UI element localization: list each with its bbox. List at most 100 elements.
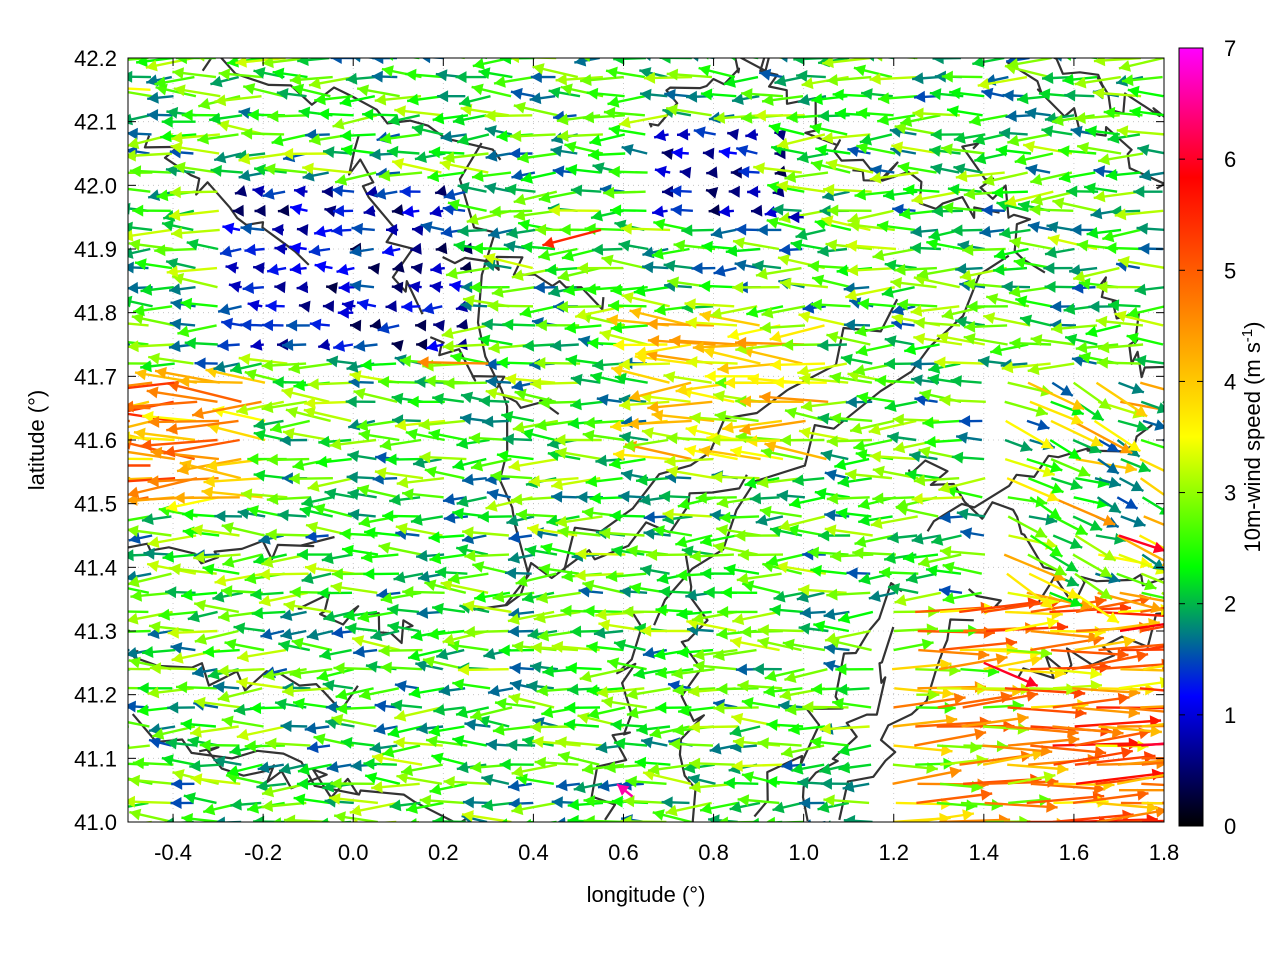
wind-arrow [104,795,129,807]
wind-arrow [1005,440,1032,452]
wind-arrow-head [736,664,747,676]
wind-arrow [766,776,802,788]
wind-arrow-head [893,414,904,426]
wind-arrow-head [1128,440,1141,451]
wind-arrow-head [952,452,963,464]
wind-arrow-head [518,219,530,231]
wind-arrow-head [273,376,284,388]
wind-arrow-head [765,670,777,682]
wind-arrow-head [781,760,792,772]
wind-arrow-head [364,205,376,217]
wind-arrow [757,224,782,236]
wind-arrow [251,339,264,351]
wind-arrow-head [487,489,499,501]
wind-arrow [1045,281,1076,293]
wind-arrow-head [799,311,811,323]
wind-arrow-head [1086,326,1098,338]
wind-arrow-head [240,319,251,331]
wind-arrow-head [158,609,170,621]
wind-arrow-head [181,298,193,310]
wind-arrow-head [728,329,740,341]
wind-arrow [817,339,847,351]
wind-arrow-head [1210,633,1222,645]
wind-arrow-head [508,780,520,792]
wind-arrow-head [713,390,725,402]
wind-arrow-head [433,320,445,332]
wind-arrow-head [358,611,370,623]
wind-arrow-head [125,701,136,713]
wind-arrow-head [1204,528,1217,539]
wind-arrow [218,665,265,677]
wind-arrow-head [910,242,921,254]
wind-arrow [243,282,264,294]
wind-arrow-head [230,799,241,811]
wind-arrow [456,338,468,350]
wind-arrow-head [374,723,386,735]
wind-arrow-head [290,204,302,216]
wind-arrow [416,339,427,351]
wind-arrow-head [315,261,327,273]
wind-arrow-head [509,460,521,472]
wind-arrow [237,727,286,741]
wind-arrow-head [566,662,577,674]
wind-arrow [105,337,131,349]
wind-arrow-head [811,683,822,695]
wind-arrow [430,263,445,275]
wind-arrow [378,322,400,334]
wind-arrow-head [1096,316,1108,328]
wind-arrow [350,245,374,257]
wind-arrow-head [590,492,601,504]
wind-arrow-head [1066,185,1077,197]
wind-arrow [780,434,825,446]
wind-arrow-head [780,434,791,446]
wind-arrow-shaft [88,727,129,730]
wind-arrow-head [503,433,514,445]
wind-arrow-head [347,819,358,831]
wind-arrow [167,702,195,714]
wind-arrow [263,188,285,200]
wind-arrow [729,186,740,198]
wind-arrow [171,778,194,790]
wind-arrow-head [1133,186,1144,198]
wind-arrow-head [222,716,234,728]
wind-arrow-head [757,224,768,236]
wind-arrow [925,436,962,448]
wind-arrow [331,582,378,594]
wind-arrow-head [61,388,73,400]
wind-arrow-head [701,241,713,253]
wind-arrow-head [641,737,653,749]
wind-arrow-head [1045,281,1056,293]
wind-arrow-head [218,610,230,622]
wind-arrow [308,378,355,390]
wind-arrow [378,376,419,388]
wind-arrow-head [350,805,362,817]
wind-arrow [586,475,623,487]
wind-arrow-head [677,646,689,658]
wind-arrow-head [779,244,790,256]
wind-arrow-head [497,357,508,369]
wind-arrow-head [552,796,563,808]
wind-arrow-head [557,526,569,538]
wind-arrow [386,300,397,312]
wind-arrow [65,470,130,482]
wind-arrow [602,255,646,269]
wind-arrow [225,639,265,651]
wind-arrow-head [724,777,735,789]
wind-arrow [341,737,375,749]
wind-arrow-head [598,780,610,792]
wind-arrow-head [609,166,620,178]
wind-arrow-head [818,530,829,542]
wind-arrow-head [237,729,249,741]
wind-arrow-head [1226,646,1237,658]
wind-arrow-head [643,647,655,659]
wind-arrow-head [558,751,570,763]
wind-arrow-head [470,761,481,773]
wind-arrow [215,574,265,587]
wind-arrow [104,663,150,675]
wind-arrow [365,772,400,784]
wind-arrow [443,377,487,389]
wind-arrow [430,206,443,218]
wind-arrow-head [770,359,781,371]
wind-arrow [732,612,779,625]
